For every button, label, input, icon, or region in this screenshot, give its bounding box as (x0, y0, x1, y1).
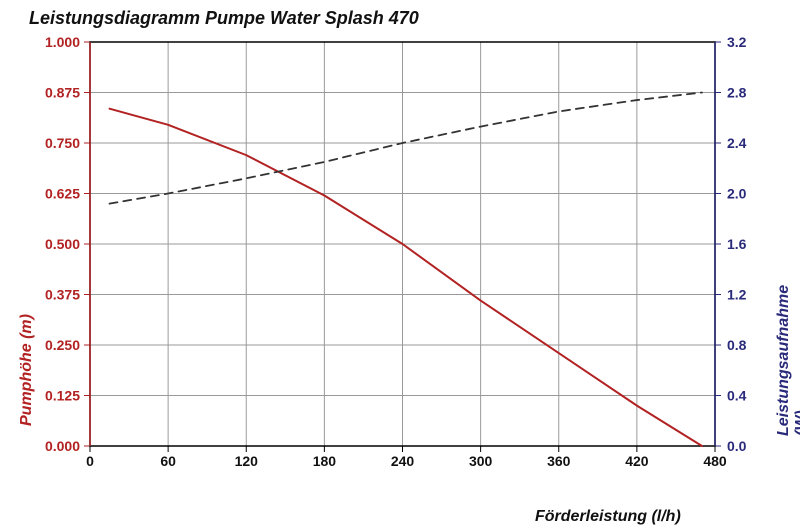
svg-text:2.4: 2.4 (727, 135, 747, 151)
svg-text:0.125: 0.125 (45, 388, 80, 404)
svg-text:1.2: 1.2 (727, 287, 747, 303)
svg-text:0.375: 0.375 (45, 287, 80, 303)
svg-text:3.2: 3.2 (727, 34, 747, 50)
svg-text:0: 0 (86, 453, 94, 469)
svg-text:480: 480 (703, 453, 727, 469)
svg-text:0.750: 0.750 (45, 135, 80, 151)
svg-text:0.4: 0.4 (727, 388, 747, 404)
svg-text:0.0: 0.0 (727, 438, 747, 454)
svg-text:0.625: 0.625 (45, 186, 80, 202)
svg-text:2.8: 2.8 (727, 85, 747, 101)
svg-text:120: 120 (235, 453, 259, 469)
svg-text:180: 180 (313, 453, 337, 469)
x-axis-label: Förderleistung (l/h) (535, 508, 681, 526)
svg-text:0.250: 0.250 (45, 337, 80, 353)
y-axis-left-label: Pumphöhe (m) (18, 314, 36, 426)
svg-text:0.8: 0.8 (727, 337, 747, 353)
svg-text:240: 240 (391, 453, 415, 469)
svg-text:0.000: 0.000 (45, 438, 80, 454)
svg-text:420: 420 (625, 453, 649, 469)
svg-text:2.0: 2.0 (727, 186, 747, 202)
svg-text:0.500: 0.500 (45, 236, 80, 252)
svg-text:300: 300 (469, 453, 493, 469)
svg-text:1.000: 1.000 (45, 34, 80, 50)
chart-svg: 0 60 120 180 240 300 360 420 480 0.000 0.125 0.250 0… (0, 0, 800, 532)
svg-text:0.875: 0.875 (45, 85, 80, 101)
svg-text:1.6: 1.6 (727, 236, 747, 252)
chart-container: Leistungsdiagramm Pumpe Water Splash 470… (0, 0, 800, 532)
y-axis-right-label: Leistungsaufnahme (W) (775, 285, 800, 436)
svg-text:60: 60 (160, 453, 176, 469)
svg-text:360: 360 (547, 453, 571, 469)
